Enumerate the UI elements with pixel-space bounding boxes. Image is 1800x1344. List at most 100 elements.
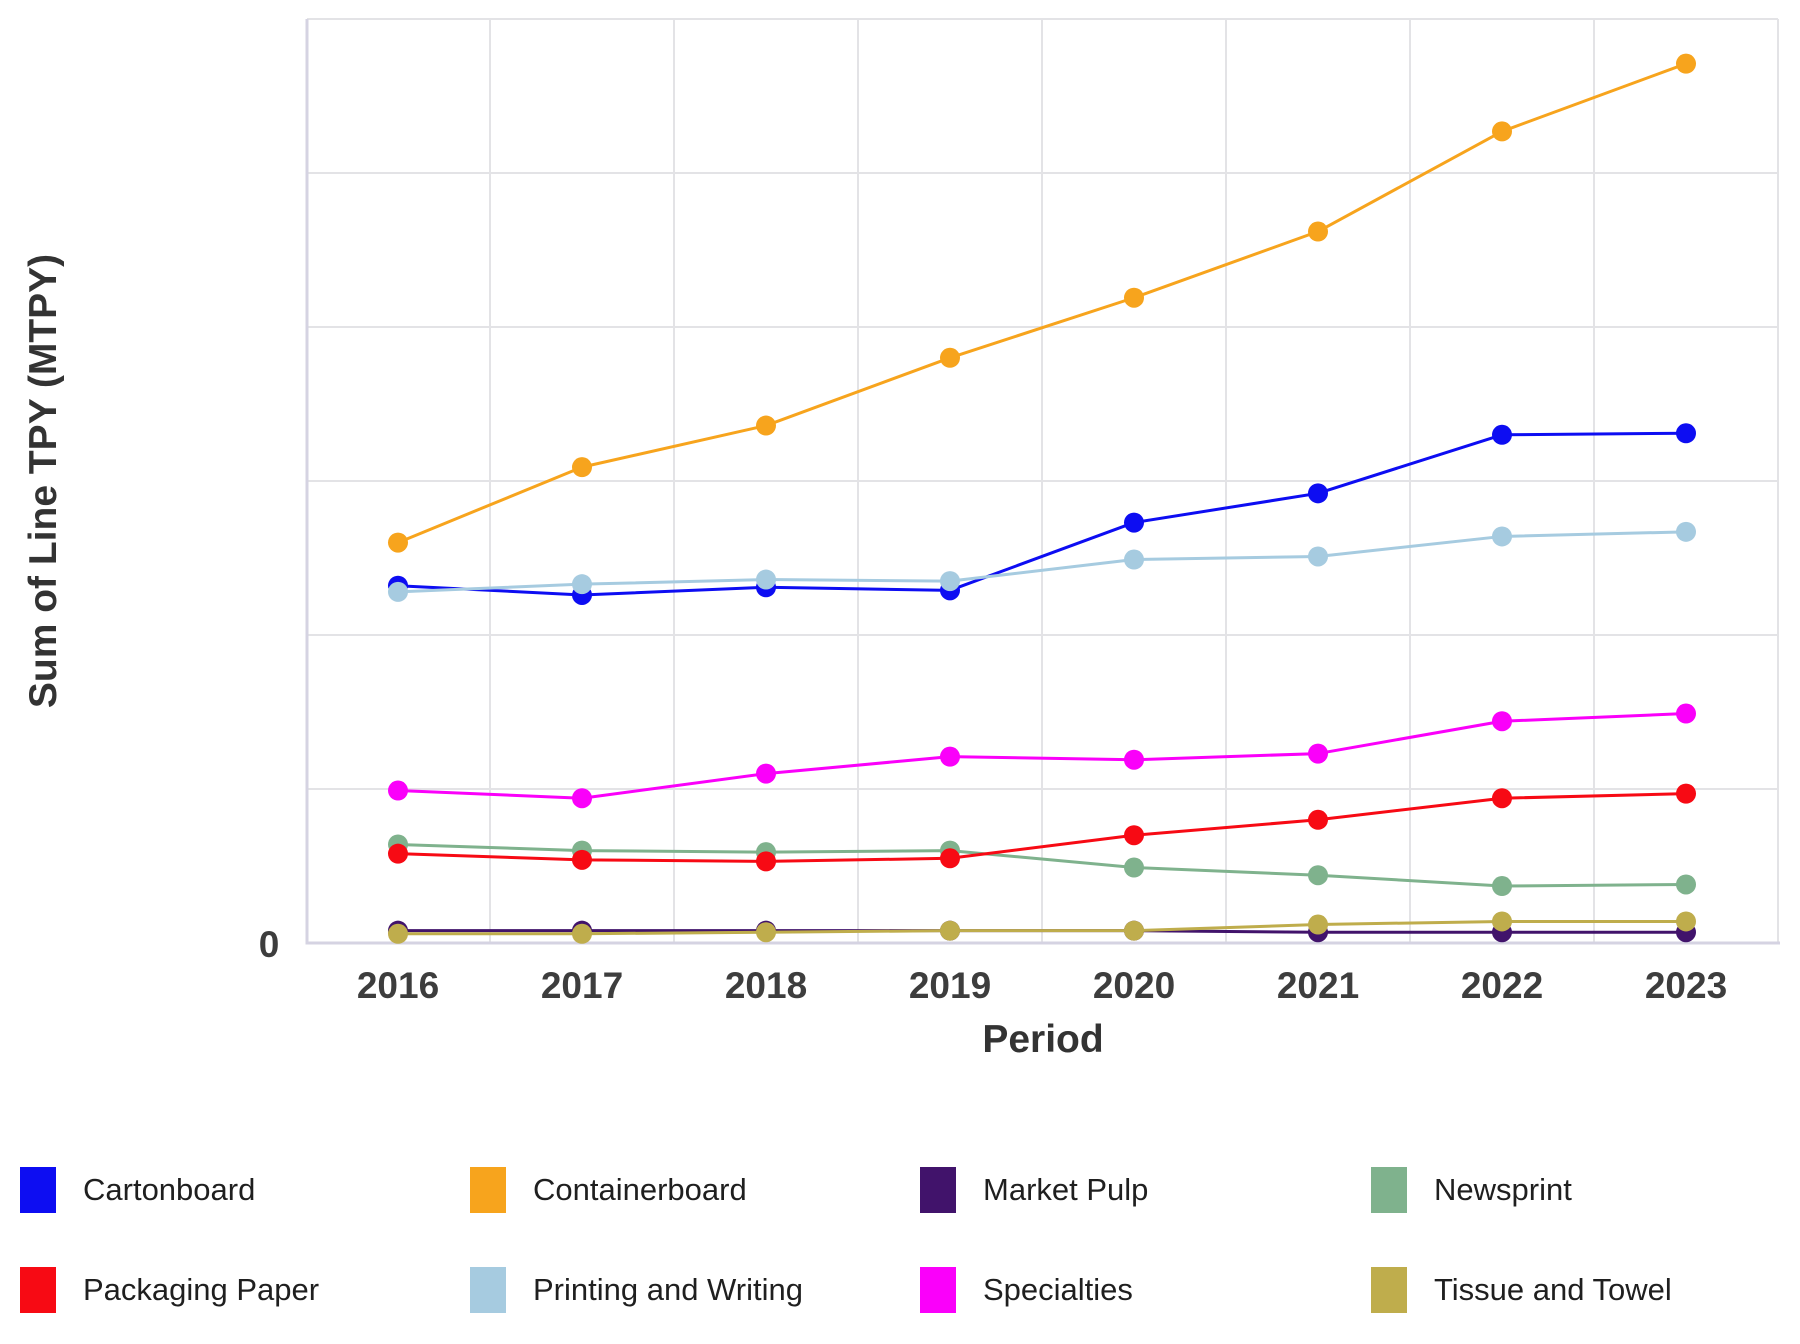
data-point-packaging-paper-2016	[388, 843, 408, 864]
legend-label-specialties: Specialties	[983, 1272, 1133, 1307]
data-point-cartonboard-2020	[1124, 512, 1144, 533]
data-point-containerboard-2019	[940, 347, 960, 368]
legend-swatch-market-pulp	[920, 1167, 956, 1213]
data-point-specialties-2020	[1124, 749, 1144, 770]
data-point-printing-and-writing-2018	[756, 569, 776, 590]
series-containerboard	[388, 53, 1696, 553]
data-point-printing-and-writing-2019	[940, 571, 960, 592]
data-point-tissue-and-towel-2018	[756, 922, 776, 943]
series-tissue-and-towel	[388, 911, 1696, 944]
legend-item-printing-and-writing[interactable]: Printing and Writing	[470, 1266, 803, 1314]
x-axis-tick-labels: 2016 2017 2018 2019 2020 2021 2022 2023	[357, 965, 1727, 1006]
series-line-newsprint	[397, 842, 1687, 888]
data-point-specialties-2019	[940, 746, 960, 767]
series-line-printing-and-writing	[397, 530, 1687, 594]
data-point-cartonboard-2022	[1492, 424, 1512, 445]
data-point-printing-and-writing-2022	[1492, 526, 1512, 547]
data-point-containerboard-2018	[756, 415, 776, 436]
data-point-printing-and-writing-2023	[1676, 521, 1696, 542]
legend-label-cartonboard: Cartonboard	[83, 1172, 256, 1207]
series-line-containerboard	[397, 62, 1687, 544]
data-point-newsprint-2020	[1124, 857, 1144, 878]
data-point-specialties-2021	[1308, 743, 1328, 764]
legend-label-tissue-and-towel: Tissue and Towel	[1434, 1272, 1672, 1307]
data-point-containerboard-2020	[1124, 287, 1144, 308]
data-point-packaging-paper-2020	[1124, 825, 1144, 846]
y-axis-title: Sum of Line TPY (MTPY)	[22, 254, 65, 708]
data-point-newsprint-2021	[1308, 865, 1328, 886]
data-point-containerboard-2022	[1492, 121, 1512, 142]
data-point-newsprint-2022	[1492, 876, 1512, 897]
data-point-packaging-paper-2018	[756, 851, 776, 872]
data-point-tissue-and-towel-2021	[1308, 914, 1328, 935]
x-tick-label-2017: 2017	[541, 965, 623, 1006]
legend-swatch-newsprint	[1371, 1167, 1407, 1213]
legend-swatch-cartonboard	[20, 1167, 56, 1213]
x-tick-label-2021: 2021	[1277, 965, 1359, 1006]
axis-lines	[305, 19, 1780, 945]
data-point-specialties-2018	[756, 763, 776, 784]
legend-item-containerboard[interactable]: Containerboard	[470, 1166, 747, 1214]
data-point-tissue-and-towel-2020	[1124, 920, 1144, 941]
series-layer	[388, 53, 1696, 944]
legend-label-newsprint: Newsprint	[1434, 1172, 1572, 1207]
data-point-packaging-paper-2021	[1308, 809, 1328, 830]
data-point-tissue-and-towel-2019	[940, 920, 960, 941]
data-point-tissue-and-towel-2023	[1676, 911, 1696, 932]
x-axis-title: Period	[982, 1018, 1103, 1061]
data-point-cartonboard-2023	[1676, 423, 1696, 444]
data-point-printing-and-writing-2017	[572, 574, 592, 595]
legend-swatch-specialties	[920, 1267, 956, 1313]
legend-item-market-pulp[interactable]: Market Pulp	[920, 1166, 1148, 1214]
data-point-packaging-paper-2019	[940, 848, 960, 869]
legend-item-tissue-and-towel[interactable]: Tissue and Towel	[1371, 1266, 1672, 1314]
data-point-containerboard-2016	[388, 532, 408, 553]
legend-item-packaging-paper[interactable]: Packaging Paper	[20, 1266, 319, 1314]
x-tick-label-2020: 2020	[1093, 965, 1175, 1006]
legend: Cartonboard Containerboard Market Pulp News…	[0, 0, 1800, 1313]
data-point-specialties-2022	[1492, 711, 1512, 732]
legend-label-market-pulp: Market Pulp	[983, 1172, 1149, 1207]
legend-label-printing-and-writing: Printing and Writing	[533, 1272, 803, 1307]
legend-swatch-containerboard	[470, 1167, 506, 1213]
data-point-newsprint-2023	[1676, 874, 1696, 895]
data-point-cartonboard-2021	[1308, 483, 1328, 504]
data-point-specialties-2016	[388, 780, 408, 801]
series-specialties	[388, 703, 1696, 809]
legend-label-containerboard: Containerboard	[533, 1172, 747, 1207]
data-point-tissue-and-towel-2016	[388, 923, 408, 944]
data-point-printing-and-writing-2021	[1308, 546, 1328, 567]
x-tick-label-2022: 2022	[1461, 965, 1543, 1006]
legend-swatch-tissue-and-towel	[1371, 1267, 1407, 1313]
data-point-specialties-2023	[1676, 703, 1696, 724]
data-point-containerboard-2023	[1676, 53, 1696, 74]
data-point-packaging-paper-2023	[1676, 783, 1696, 804]
data-point-containerboard-2021	[1308, 221, 1328, 242]
series-printing-and-writing	[388, 521, 1696, 602]
line-chart: 2016 2017 2018 2019 2020 2021 2022 2023 0 Perio…	[22, 18, 1780, 1061]
legend-item-newsprint[interactable]: Newsprint	[1371, 1166, 1572, 1214]
data-point-specialties-2017	[572, 788, 592, 809]
series-line-packaging-paper	[397, 792, 1687, 863]
data-point-printing-and-writing-2020	[1124, 549, 1144, 570]
data-point-tissue-and-towel-2017	[572, 923, 592, 944]
gridlines	[307, 18, 1779, 943]
data-point-packaging-paper-2017	[572, 849, 592, 870]
y-axis-zero-tick-label: 0	[259, 924, 280, 965]
x-tick-label-2016: 2016	[357, 965, 439, 1006]
data-point-printing-and-writing-2016	[388, 581, 408, 602]
series-line-tissue-and-towel	[398, 919, 1686, 936]
data-point-tissue-and-towel-2022	[1492, 911, 1512, 932]
x-tick-label-2019: 2019	[909, 965, 991, 1006]
data-point-packaging-paper-2022	[1492, 788, 1512, 809]
legend-swatch-printing-and-writing	[470, 1267, 506, 1313]
x-tick-label-2023: 2023	[1645, 965, 1727, 1006]
x-tick-label-2018: 2018	[725, 965, 807, 1006]
series-line-cartonboard	[397, 431, 1687, 597]
data-point-containerboard-2017	[572, 457, 592, 478]
legend-item-specialties[interactable]: Specialties	[920, 1266, 1133, 1314]
legend-label-packaging-paper: Packaging Paper	[83, 1272, 320, 1307]
legend-swatch-packaging-paper	[20, 1267, 56, 1313]
legend-item-cartonboard[interactable]: Cartonboard	[20, 1166, 255, 1214]
